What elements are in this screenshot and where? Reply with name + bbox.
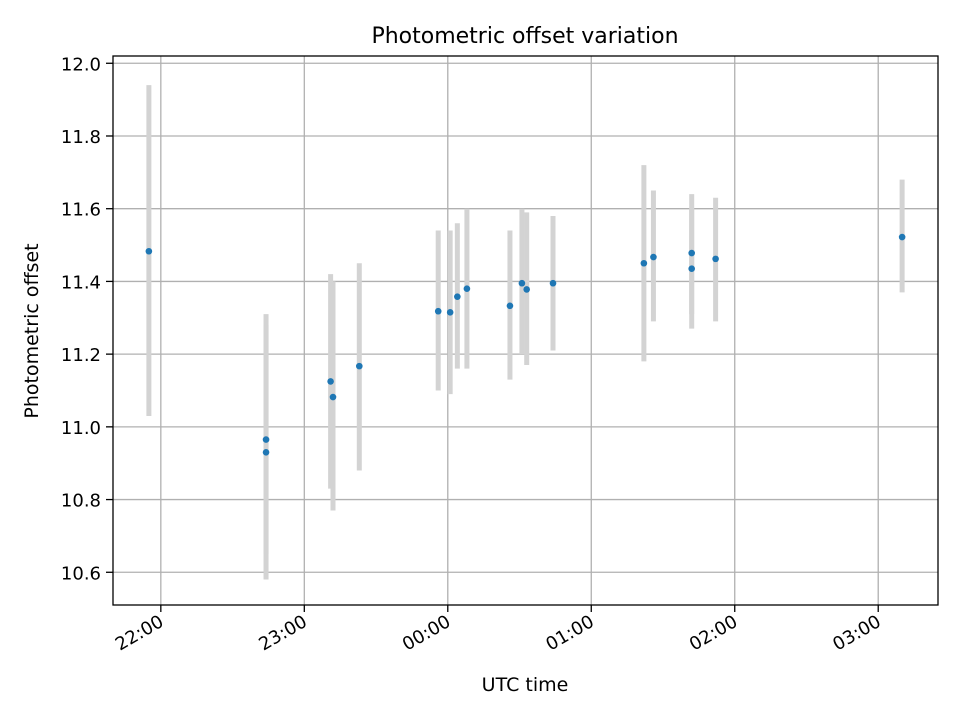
- plot-area-frame: [112, 55, 939, 606]
- data-point: [518, 279, 526, 287]
- data-point: [898, 233, 906, 241]
- y-tick-label: 11.8: [61, 127, 101, 148]
- data-point: [712, 255, 719, 263]
- y-axis-label: Photometric offset: [21, 243, 43, 418]
- data-point: [356, 362, 363, 370]
- data-point: [640, 259, 648, 267]
- data-point: [262, 436, 270, 443]
- data-point: [454, 293, 461, 300]
- data-points: [145, 233, 906, 456]
- y-tick-label: 11.6: [61, 200, 101, 221]
- data-point: [434, 307, 442, 315]
- data-point: [549, 279, 557, 287]
- data-point: [650, 253, 657, 261]
- data-point: [688, 265, 695, 272]
- data-point: [327, 378, 334, 385]
- x-axis-label: UTC time: [482, 674, 569, 696]
- data-point: [506, 302, 514, 310]
- chart-title: Photometric offset variation: [371, 24, 678, 49]
- data-point: [463, 285, 471, 292]
- y-tick-label: 11.4: [61, 272, 101, 293]
- data-point: [446, 309, 454, 316]
- y-tick-label: 10.8: [61, 491, 101, 512]
- y-tick-label: 10.6: [61, 563, 101, 584]
- data-point: [329, 393, 337, 401]
- data-point: [688, 249, 695, 257]
- data-point: [523, 286, 530, 293]
- data-point: [145, 247, 153, 255]
- y-tick-label: 11.0: [61, 418, 101, 439]
- data-point: [262, 448, 270, 456]
- y-tick-label: 12.0: [61, 54, 101, 75]
- y-tick-label: 11.2: [61, 345, 101, 366]
